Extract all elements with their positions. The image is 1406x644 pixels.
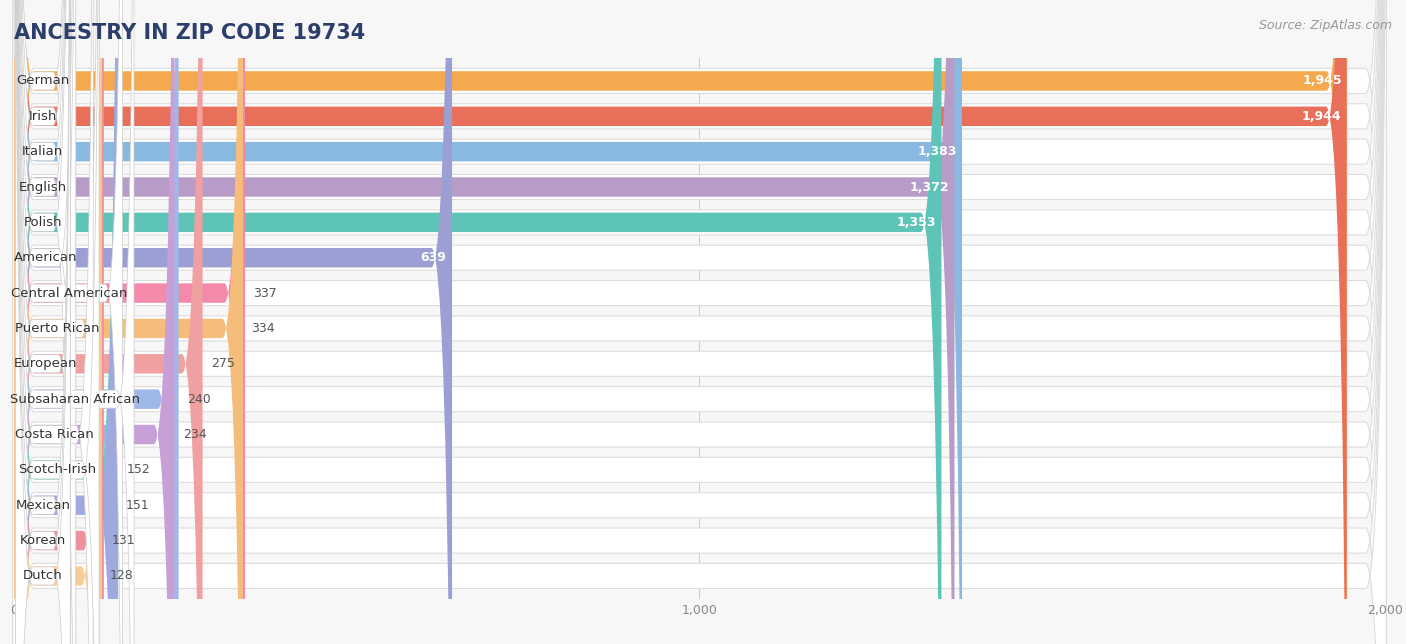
Text: 240: 240 [187,393,211,406]
FancyBboxPatch shape [14,0,1347,644]
FancyBboxPatch shape [13,0,1386,644]
FancyBboxPatch shape [14,0,1347,644]
FancyBboxPatch shape [15,0,98,644]
Text: 128: 128 [110,569,134,582]
FancyBboxPatch shape [15,0,70,644]
FancyBboxPatch shape [13,0,1386,644]
FancyBboxPatch shape [13,0,1386,644]
Text: Subsaharan African: Subsaharan African [10,393,139,406]
FancyBboxPatch shape [15,0,70,644]
Text: 334: 334 [252,322,274,335]
FancyBboxPatch shape [13,0,1386,644]
Text: English: English [18,180,67,193]
FancyBboxPatch shape [14,0,243,644]
Text: Korean: Korean [20,534,66,547]
FancyBboxPatch shape [14,0,104,644]
Text: 152: 152 [127,464,150,477]
FancyBboxPatch shape [14,0,942,644]
FancyBboxPatch shape [15,0,76,644]
Text: Irish: Irish [28,109,58,123]
FancyBboxPatch shape [15,0,70,644]
FancyBboxPatch shape [15,0,70,644]
Text: American: American [14,251,77,264]
Text: 1,944: 1,944 [1302,109,1341,123]
Text: Mexican: Mexican [15,498,70,512]
FancyBboxPatch shape [14,0,118,644]
FancyBboxPatch shape [13,0,1386,644]
Text: Scotch-Irish: Scotch-Irish [18,464,96,477]
Text: Puerto Rican: Puerto Rican [15,322,100,335]
FancyBboxPatch shape [13,0,1386,644]
Text: Central American: Central American [11,287,127,299]
FancyBboxPatch shape [14,0,453,644]
Text: Polish: Polish [24,216,62,229]
FancyBboxPatch shape [13,0,1386,644]
FancyBboxPatch shape [13,0,1386,644]
FancyBboxPatch shape [14,0,101,644]
FancyBboxPatch shape [15,0,122,644]
FancyBboxPatch shape [13,0,1386,644]
FancyBboxPatch shape [15,0,70,644]
FancyBboxPatch shape [14,0,955,644]
FancyBboxPatch shape [13,0,1386,644]
Text: 1,372: 1,372 [910,180,949,193]
Text: Costa Rican: Costa Rican [15,428,94,441]
FancyBboxPatch shape [13,0,1386,644]
FancyBboxPatch shape [14,0,962,644]
Text: 131: 131 [112,534,136,547]
FancyBboxPatch shape [15,0,98,644]
FancyBboxPatch shape [14,0,202,644]
Text: European: European [14,357,77,370]
Text: 1,383: 1,383 [917,145,956,158]
FancyBboxPatch shape [13,0,1386,644]
Text: 337: 337 [253,287,277,299]
FancyBboxPatch shape [13,0,1386,644]
FancyBboxPatch shape [15,0,93,644]
FancyBboxPatch shape [13,0,1386,644]
FancyBboxPatch shape [14,0,179,644]
FancyBboxPatch shape [15,0,70,644]
FancyBboxPatch shape [14,0,118,644]
Text: 1,945: 1,945 [1302,75,1341,88]
Text: 275: 275 [211,357,235,370]
FancyBboxPatch shape [13,0,1386,644]
Text: Italian: Italian [22,145,63,158]
Text: 639: 639 [420,251,447,264]
Text: Source: ZipAtlas.com: Source: ZipAtlas.com [1258,19,1392,32]
FancyBboxPatch shape [15,0,76,644]
Text: 234: 234 [183,428,207,441]
Text: 151: 151 [125,498,149,512]
FancyBboxPatch shape [15,0,70,644]
Text: ANCESTRY IN ZIP CODE 19734: ANCESTRY IN ZIP CODE 19734 [14,23,366,43]
Text: 1,353: 1,353 [897,216,936,229]
Text: German: German [17,75,69,88]
FancyBboxPatch shape [14,0,245,644]
Text: Dutch: Dutch [22,569,63,582]
FancyBboxPatch shape [15,0,70,644]
FancyBboxPatch shape [15,0,134,644]
FancyBboxPatch shape [14,0,174,644]
